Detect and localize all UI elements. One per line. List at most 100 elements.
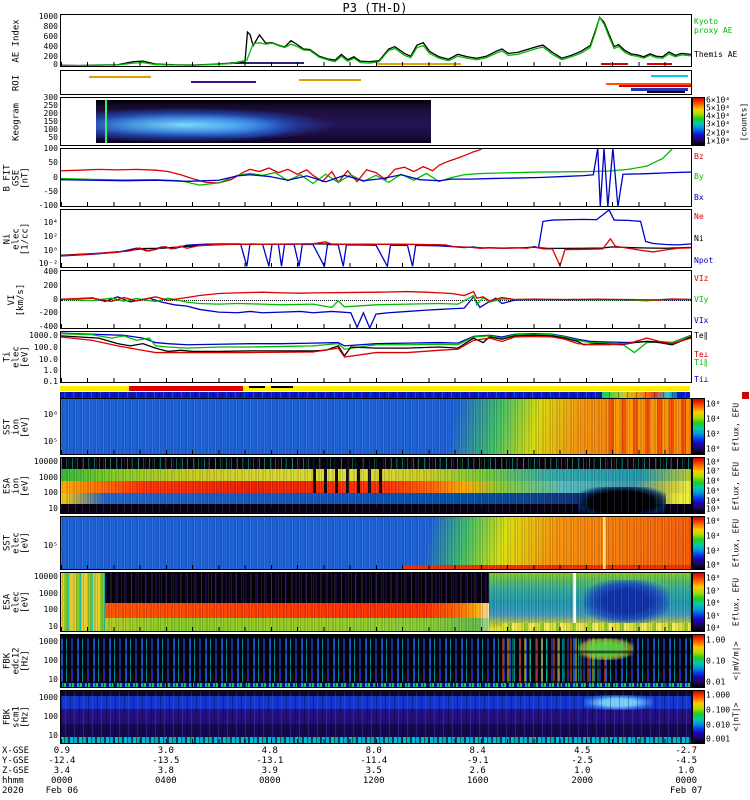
bfit-legend-label: Bz [694,151,704,161]
panel-flag-bar-blue [0,392,750,398]
fbk_edc-ytick: 10 [48,675,58,685]
spectrogram-layer [61,691,691,696]
panel-temperature: Ti elec [eV] 1000.0 100.0 10.0 1.0 0.1 Te∥ Te⊥ T… [0,331,750,386]
esa_ion-colorbar-tick: 10⁶ [706,476,721,486]
fbk_edc-colorbar-unit: <|mV/m|> [731,641,741,681]
spectrogram-layer [61,517,691,569]
keogram-colorbar-tick: 4×10⁴ [706,111,731,121]
axis-tick-column: 8.0 -11.4 3.5 1200 [360,746,388,786]
spectrogram-layer [61,723,691,737]
velocity-ytick: 200 [43,280,58,290]
fbk_edc-colorbar-tick: 0.01 [706,677,726,687]
keogram-colorbar-tick: 6×10⁴ [706,95,731,105]
date-label: Feb 07 [669,786,703,796]
spectrogram-layer [601,392,678,398]
sst_ion-colorbar-tick: 10⁴ [706,414,721,424]
flag-red-marker [742,392,749,399]
spectrogram-layer [583,579,669,623]
flag1-interval-bar [249,386,265,388]
spectrogram-layer [61,695,691,710]
panel-fbk-magnetic: FBK scm1 [Hz] 1000 100 10 1.000 0.100 0.010 0.0… [0,690,750,744]
ae-ytick: 800 [43,21,58,31]
esa-elec-spectrogram[interactable] [60,572,692,632]
spectrogram-layer [61,682,691,687]
panel-esa-ion: ESA ion [eV] 10000 1000 100 10 10⁸ 10⁷ 10⁶ 10⁵ 10… [0,457,750,514]
keogram-spectrogram[interactable] [60,97,692,146]
ae-legend-label: Themis AE [694,50,738,60]
velocity-ytick: -200 [38,308,58,318]
roi-interval-bar [190,81,257,84]
fbk-edc-spectrogram[interactable] [60,634,692,688]
sst_ion-colorbar-tick: 10² [706,429,721,439]
bfit-plot-area[interactable] [60,148,692,207]
velocity-zero-line [61,299,691,301]
roi-interval-bar [650,74,688,77]
fbk_edc-colorbar [692,634,705,688]
page-title: P3 (TH-D) [342,1,408,15]
flag1-interval-bar [271,386,294,388]
temperature-ytick: 1.0 [43,366,58,376]
sst_ion-colorbar-unit: Eflux, EFU [731,402,741,451]
bfit-ytick: 50 [48,158,58,168]
panel-magnetic-field: B FIT GSE [nT] 100 50 0 -50 -100 Bz By Bx [0,144,750,210]
keogram-colorbar-tick: 1×10⁴ [706,136,731,146]
sst_ion-colorbar-tick: 10⁶ [706,399,721,409]
density-ylabel: Ni elec [1/cc] [2,222,31,255]
roi-plot-area[interactable] [60,70,692,95]
sst_elec-colorbar-unit: Eflux, EFU [731,518,741,568]
panel-fbk-electric: FBK edc12 [Hz] 1000 100 10 1.00 0.10 0.01 <|mV/… [0,634,750,688]
flag-bar-blue [60,392,690,398]
date-label: Feb 06 [45,786,79,796]
fbk_scm-colorbar-tick: 0.001 [706,734,731,744]
sst-elec-spectrogram[interactable] [60,516,692,570]
esa_ion-colorbar-tick: 10⁴ [706,496,721,506]
ae-interval-bar [376,63,462,66]
esa-ion-spectrogram[interactable] [60,457,692,514]
esa_elec-colorbar [692,572,705,632]
keogram-colorbar-tick: 5×10⁴ [706,103,731,113]
temperature-plot-area[interactable] [60,331,692,383]
esa_ion-colorbar-tick: 10⁸ [706,457,721,467]
spectrogram-layer [61,399,691,454]
density-ytick: 10² [43,231,58,241]
keogram-ytick: 200 [43,109,58,119]
keogram-colorbar-tick: 3×10⁴ [706,119,731,129]
bfit-legend-label: Bx [694,192,704,202]
velocity-ytick: 0 [53,294,58,304]
axis-tick-column: 8.4 -9.1 2.6 1600 [466,746,489,786]
density-plot-area[interactable] [60,209,692,268]
esa_elec-colorbar-tick: 10⁸ [706,573,721,583]
fbk-scm-spectrogram[interactable] [60,690,692,744]
ae-ytick: 1000 [38,11,58,21]
sst-ion-spectrogram[interactable] [60,398,692,455]
velocity-ytick: 400 [43,267,58,277]
fbk_scm-colorbar-tick: 0.100 [706,705,731,715]
density-ytick: 10⁻² [38,259,58,269]
panel-keogram: Keogram 300 250 200 150 100 50 6×10⁴ 5×10⁴ 4×10⁴ 3… [0,94,750,146]
ae-index-plot-area[interactable] [60,14,692,67]
temperature-legend-label: Ti∥ [694,358,708,368]
esa_ion-colorbar-tick: 10³ [706,504,721,514]
bfit-ytick: 100 [43,144,58,154]
spectrogram-layer [61,517,691,569]
density-series-plot [61,210,691,267]
keogram-ytick: 150 [43,117,58,127]
roi-interval-bar [605,82,691,85]
sst_ion-ylabel: SST ion [eV] [2,415,31,438]
fbk_edc-colorbar-tick: 1.00 [706,635,726,645]
temperature-legend-label: Ti⊥ [694,374,709,384]
keogram-ytick: 100 [43,125,58,135]
sst_elec-ylabel: SST elec [eV] [2,532,31,554]
velocity-series-plot [61,271,691,328]
sst_elec-colorbar-tick: 10⁰ [706,560,721,570]
spectrogram-layer [61,573,106,631]
keogram-colorbar [692,97,705,146]
esa_ion-ytick: 10000 [33,456,58,466]
ae-series-plot [61,15,691,66]
data-gap-line [572,573,576,631]
ae-ytick: 200 [43,51,58,61]
keogram-bright-streak [105,99,108,144]
sst_ion-colorbar [692,398,705,455]
velocity-plot-area[interactable] [60,270,692,329]
